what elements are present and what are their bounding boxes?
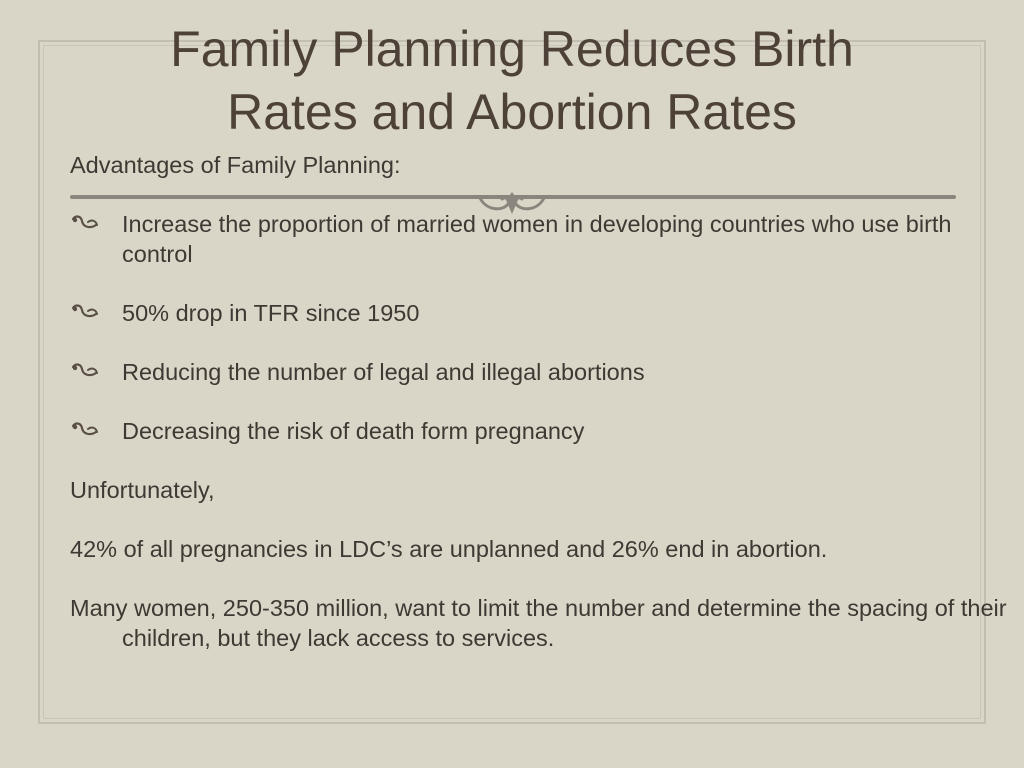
bullet-text: Increase the proportion of married women…	[122, 211, 952, 267]
bullet-item: Increase the proportion of married women…	[70, 209, 1020, 269]
slide-title-line-2: Rates and Abortion Rates	[227, 84, 797, 140]
scroll-ornament-icon	[478, 192, 546, 214]
advantages-heading: Advantages of Family Planning:	[70, 152, 401, 178]
bullet-item: Decreasing the risk of death form pregna…	[70, 416, 1020, 446]
unfortunately-text: Unfortunately,	[70, 477, 215, 503]
bullet-text: Reducing the number of legal and illegal…	[122, 359, 645, 385]
access-text: Many women, 250-350 million, want to lim…	[70, 595, 1007, 651]
slide-body: Advantages of Family Planning: Increase …	[70, 150, 1020, 682]
bullet-text: Decreasing the risk of death form pregna…	[122, 418, 585, 444]
fleuron-bullet-icon	[71, 363, 98, 377]
slide-frame-inner	[43, 45, 981, 719]
fleuron-bullet-icon	[71, 304, 98, 318]
fleuron-bullet-icon	[71, 422, 98, 436]
unplanned-stat-text: 42% of all pregnancies in LDC’s are unpl…	[70, 536, 828, 562]
slide-frame-outer	[38, 40, 986, 724]
bullet-item: Reducing the number of legal and illegal…	[70, 357, 1020, 387]
bullet-text: 50% drop in TFR since 1950	[122, 300, 420, 326]
slide-title: Family Planning Reduces Birth Rates and …	[0, 18, 1024, 144]
slide-title-line-1: Family Planning Reduces Birth	[170, 21, 854, 77]
fleuron-bullet-icon	[71, 215, 98, 229]
bullet-item: 50% drop in TFR since 1950	[70, 298, 1020, 328]
